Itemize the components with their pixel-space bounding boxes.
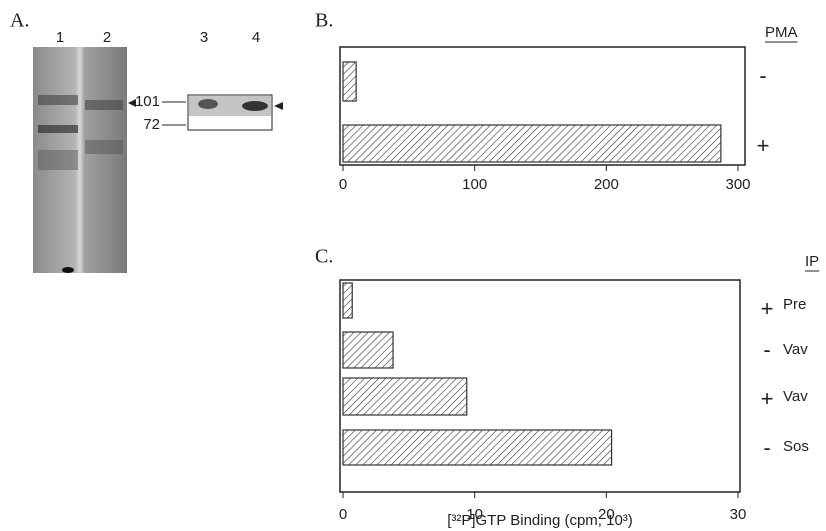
gel-band xyxy=(85,100,123,110)
bar xyxy=(343,378,467,415)
gel-band xyxy=(38,125,78,133)
x-tick-label: 300 xyxy=(725,176,750,193)
header: IP xyxy=(805,253,819,270)
lane-label: 3 xyxy=(200,29,208,46)
marker-label: 101 xyxy=(135,93,160,110)
bar xyxy=(343,125,721,162)
bar xyxy=(343,430,612,465)
x-tick-label: 0 xyxy=(339,506,347,523)
lane-label: 1 xyxy=(56,29,64,46)
x-axis-label: [³²P]GTP Binding (cpm, 10³) xyxy=(447,512,633,529)
panel-label: B. xyxy=(315,10,333,32)
x-tick-label: 0 xyxy=(339,176,347,193)
category-sign: - xyxy=(759,63,766,88)
panel-label: C. xyxy=(315,246,333,268)
category-name: Vav xyxy=(783,388,808,405)
category-name: Pre xyxy=(783,296,806,313)
gel-band xyxy=(198,99,218,109)
gel-spot xyxy=(62,267,74,273)
category-sign: + xyxy=(761,386,774,411)
category-sign: + xyxy=(757,133,770,158)
bar xyxy=(343,62,356,101)
x-tick-label: 100 xyxy=(462,176,487,193)
lane-label: 2 xyxy=(103,29,111,46)
bar xyxy=(343,332,393,368)
gel-band xyxy=(85,140,123,154)
marker-label: 72 xyxy=(143,116,160,133)
gel-band xyxy=(242,101,268,111)
figure: A. 1 2 3 4 101 72 B. PMA 0 100 200 300 - + C. IP 0… xyxy=(0,0,826,531)
category-name: Vav xyxy=(783,341,808,358)
lane-label: 4 xyxy=(252,29,260,46)
arrow xyxy=(274,102,283,110)
page: {"panel_a": {"label": "A.", "lanes": ["1… xyxy=(0,0,826,531)
bar xyxy=(343,283,352,318)
gel-panel: A. 1 2 3 4 101 72 xyxy=(10,10,283,273)
header: PMA xyxy=(765,24,798,41)
panel-label: A. xyxy=(10,10,29,32)
x-tick-label: 30 xyxy=(730,506,747,523)
x-tick-label: 200 xyxy=(594,176,619,193)
category-sign: - xyxy=(763,337,770,362)
gel-band xyxy=(38,150,78,170)
category-sign: + xyxy=(761,296,774,321)
category-name: Sos xyxy=(783,438,809,455)
category-sign: - xyxy=(763,435,770,460)
gel-band xyxy=(38,95,78,105)
